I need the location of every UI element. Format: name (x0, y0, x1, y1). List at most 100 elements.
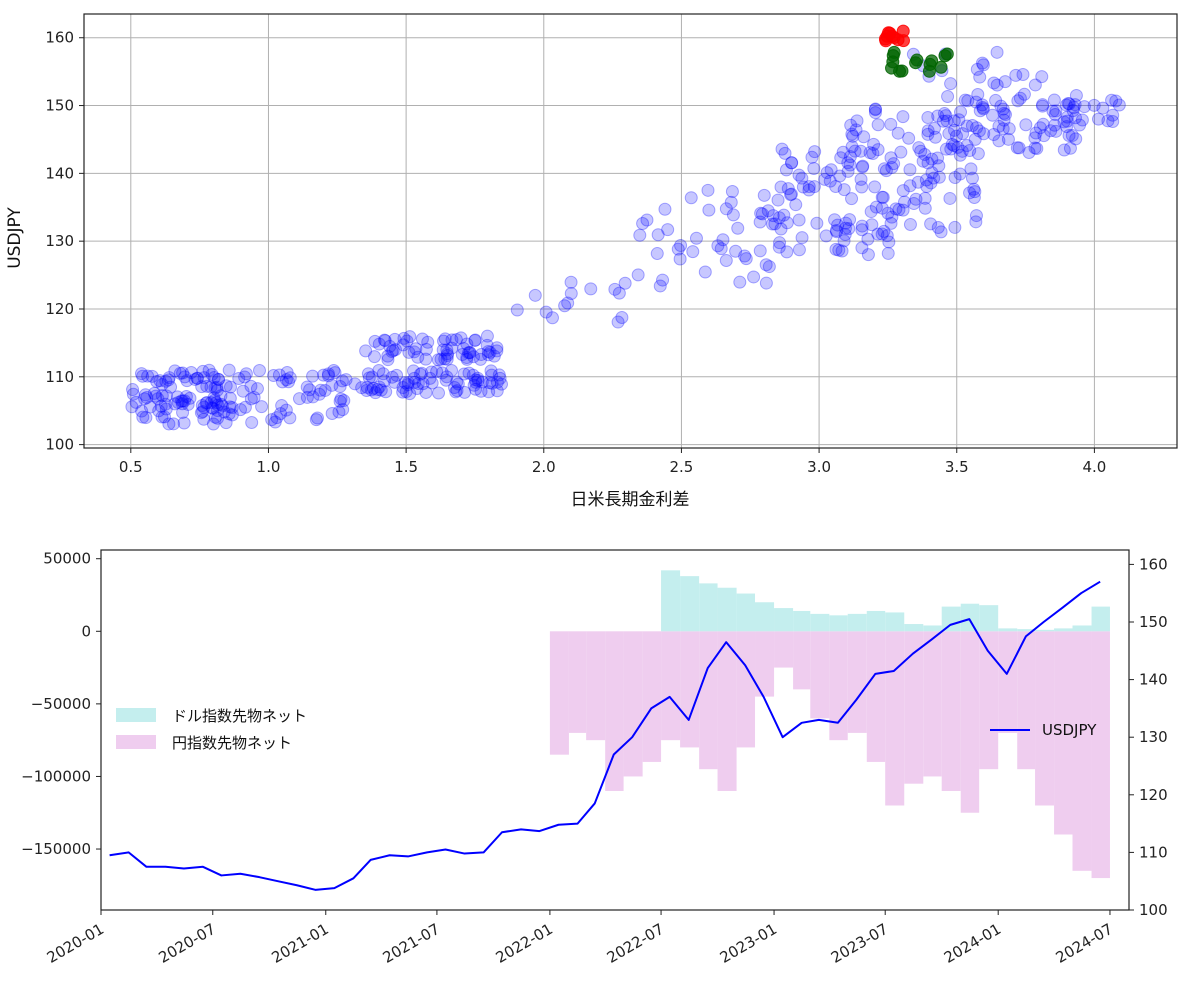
yen-futures-bar (941, 631, 961, 791)
scatter-point (884, 117, 898, 131)
scatter-point (483, 345, 497, 359)
scatter-point (834, 151, 848, 165)
scatter-point (998, 108, 1012, 122)
scatter-point (312, 387, 326, 401)
scatter-point (1016, 67, 1030, 81)
scatter-point (423, 371, 437, 385)
scatter-point (471, 371, 485, 385)
scatter-point (381, 349, 395, 363)
scatter-point (493, 371, 507, 385)
scatter-point (846, 129, 860, 143)
scatter-point (147, 386, 161, 400)
scatter-point (388, 375, 402, 389)
scatter-point (773, 236, 787, 250)
scatter-point (868, 106, 882, 120)
scatter-point (564, 286, 578, 300)
yen-futures-bar (923, 631, 942, 777)
legend-dollar-swatch (116, 708, 156, 722)
scatter-point (911, 175, 925, 189)
scatter-point (944, 142, 958, 156)
scatter-point (177, 416, 191, 430)
scatter-point (438, 352, 452, 366)
scatter-point (843, 150, 857, 164)
scatter-point (910, 53, 924, 67)
scatter-point (396, 338, 410, 352)
scatter-point (431, 353, 445, 367)
scatter-point (777, 208, 791, 222)
scatter-point (824, 163, 838, 177)
scatter-point (964, 162, 978, 176)
scatter-plot: 0.5 1.0 1.5 2.0 2.5 3.0 3.5 4.0 100 110 120 130 140 1… (5, 13, 1178, 510)
scatter-point (747, 270, 761, 284)
scatter-point (686, 245, 700, 259)
scatter-point (792, 213, 806, 227)
scatter-point (451, 377, 465, 391)
scatter-point (419, 385, 433, 399)
scatter-point (855, 160, 869, 174)
scatter-point (836, 145, 850, 159)
legend-usdjpy-label: USDJPY (1042, 721, 1097, 739)
scatter-point (407, 371, 421, 385)
dollar-futures-bars (661, 570, 1110, 632)
scatter-point (861, 232, 875, 246)
scatter-point (280, 365, 294, 379)
dollar-futures-bar (885, 612, 905, 632)
scatter-point (921, 124, 935, 138)
scatter-point (385, 345, 399, 359)
yen-futures-bar (642, 631, 662, 762)
scatter-point (757, 188, 771, 202)
scatter-point (945, 137, 959, 151)
scatter-frame (83, 13, 1178, 449)
scatter-point (927, 121, 941, 135)
scatter-point (484, 364, 498, 378)
scatter-point (990, 78, 1004, 92)
scatter-point (997, 113, 1011, 127)
scatter-point (450, 384, 464, 398)
scatter-point (719, 253, 733, 267)
yen-futures-bar (549, 631, 569, 755)
scatter-point (772, 211, 786, 225)
scatter-grid (84, 14, 1177, 448)
dollar-futures-bar (923, 625, 942, 632)
scatter-point (181, 397, 195, 411)
scatter-point (411, 377, 425, 391)
scatter-point (150, 375, 164, 389)
scatter-point (362, 371, 376, 385)
scatter-point (939, 109, 953, 123)
scatter-point (215, 399, 229, 413)
scatter-point (903, 163, 917, 177)
scatter-point (1057, 115, 1071, 129)
scatter-point (138, 392, 152, 406)
scatter-point (780, 216, 794, 230)
yen-futures-bar (568, 631, 587, 733)
scatter-point (674, 239, 688, 253)
scatter-point (1011, 94, 1025, 108)
scatter-point (184, 365, 198, 379)
scatter-point (719, 202, 733, 216)
scatter-point (928, 130, 942, 144)
scatter-point (158, 397, 172, 411)
scatter-point (759, 258, 773, 272)
scatter-point (207, 370, 221, 384)
scatter-xtick-label: 2.0 (532, 458, 556, 476)
scatter-point (829, 223, 843, 237)
scatter-point (457, 342, 471, 356)
scatter-point (855, 241, 869, 255)
scatter-point (439, 373, 453, 387)
ts-ytick-right-label: 110 (1139, 843, 1168, 861)
scatter-point (970, 121, 984, 135)
ts-xtick-label: 2021-07 (380, 920, 443, 967)
scatter-point (1073, 118, 1087, 132)
scatter-point (971, 87, 985, 101)
scatter-point (176, 405, 190, 419)
scatter-point (270, 411, 284, 425)
scatter-point (468, 373, 482, 387)
scatter-point (956, 127, 970, 141)
scatter-point (976, 101, 990, 115)
scatter-point (789, 198, 803, 212)
scatter-point (211, 411, 225, 425)
scatter-point (871, 143, 885, 157)
scatter-point (174, 394, 188, 408)
scatter-point (792, 243, 806, 257)
ts-xtick-label: 2023-07 (828, 920, 891, 967)
